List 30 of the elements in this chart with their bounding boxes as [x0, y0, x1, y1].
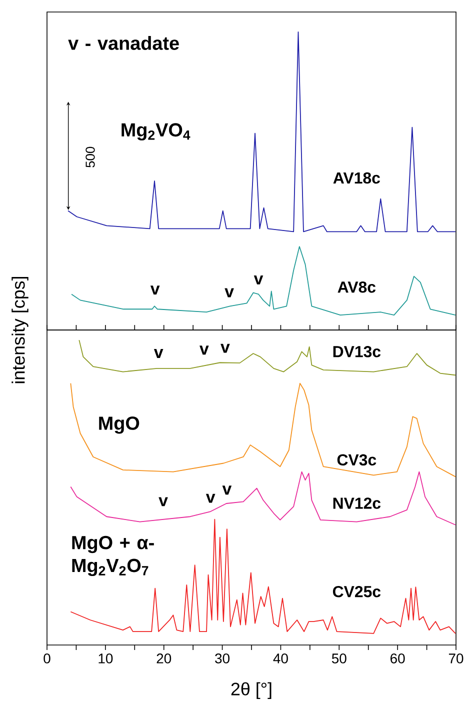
annotation: v - vanadate — [68, 36, 179, 50]
annotation: v — [206, 494, 216, 503]
x-axis-title: 2θ [°] — [231, 682, 272, 699]
x-tick-label: 0 — [44, 654, 50, 664]
x-tick-label: 40 — [273, 654, 288, 664]
y-axis-title: intensity [cps] — [12, 276, 28, 384]
annotation: MgO — [99, 416, 140, 434]
x-tick-label: 30 — [215, 654, 230, 664]
x-tick-label: 50 — [332, 654, 346, 664]
x-tick-label: 10 — [98, 654, 113, 664]
x-tick-label: 60 — [390, 654, 405, 664]
x-tick-label: 20 — [156, 654, 172, 664]
x-tick-label: 70 — [448, 654, 464, 664]
annotation: v — [222, 486, 232, 495]
annotation: v — [200, 346, 209, 355]
annotation: v — [254, 275, 264, 284]
annotation: v — [224, 288, 234, 298]
series-label: CV3c — [337, 454, 376, 466]
annotation: Mg$_{2}$VO$_{4}$ — [122, 123, 190, 140]
annotation: MgO + α-Mg$_{2}$V$_{2}$O$_{7}$ — [72, 536, 154, 576]
series-label: AV8c — [338, 281, 376, 293]
annotation: v — [158, 497, 168, 506]
series-label: AV18c — [333, 172, 380, 184]
annotation: v — [150, 286, 160, 295]
series-label: DV13c — [333, 346, 381, 358]
annotation: v — [220, 344, 230, 353]
annotation: v — [154, 348, 164, 358]
annotation: 500 — [86, 146, 95, 168]
series-label: CV25c — [332, 586, 381, 598]
series-label: NV12c — [333, 498, 381, 509]
